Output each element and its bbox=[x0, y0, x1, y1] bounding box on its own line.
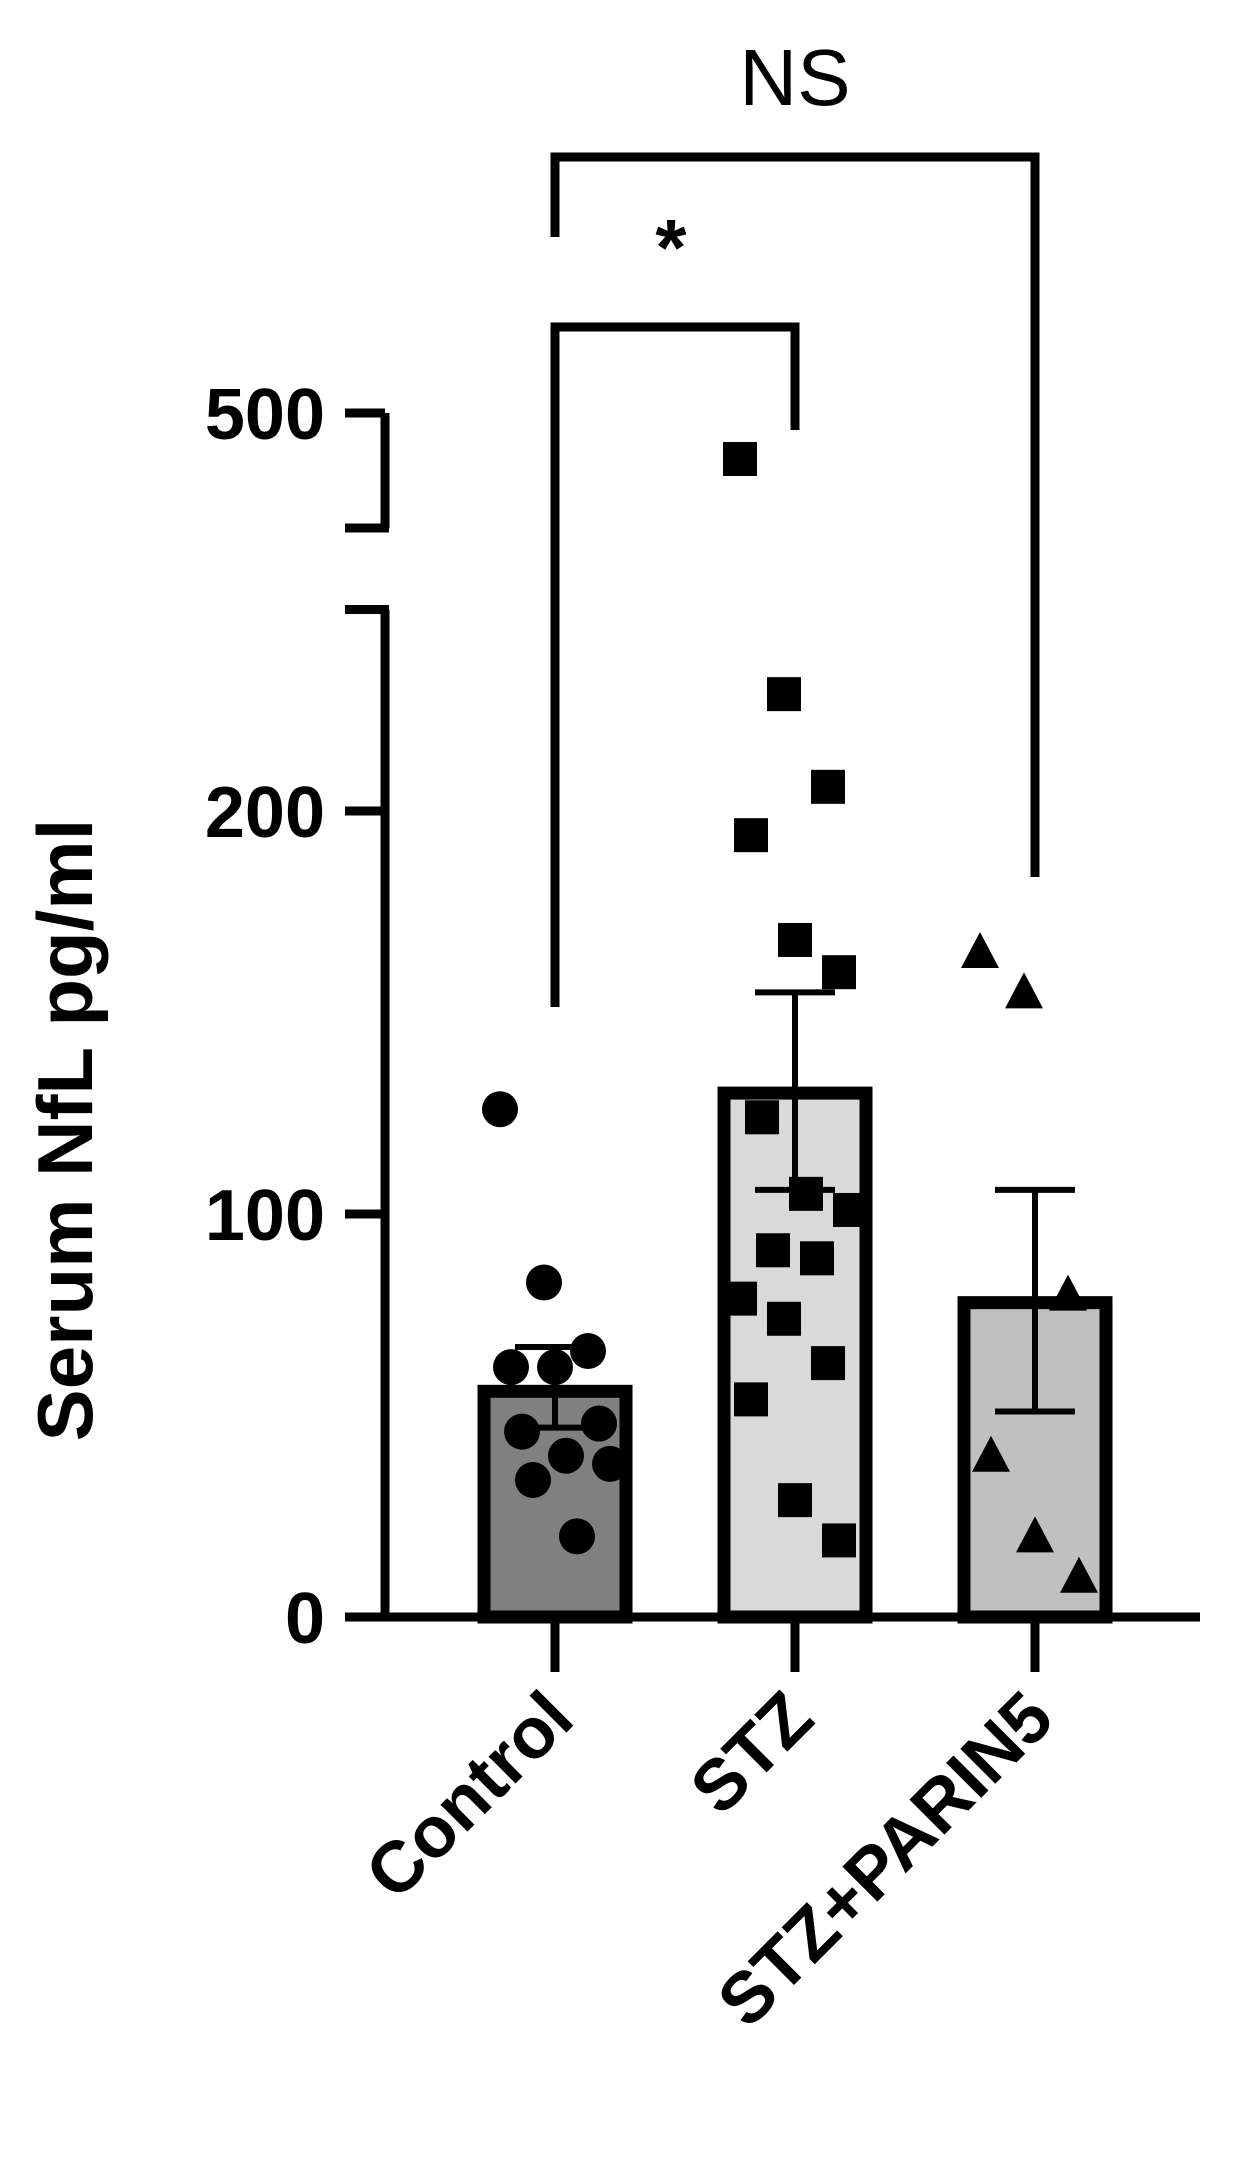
y-axis-title: Serum NfL pg/ml bbox=[21, 819, 109, 1442]
significance-bracket bbox=[550, 152, 1040, 877]
data-point-control bbox=[537, 1349, 573, 1386]
data-point-stz bbox=[767, 1301, 801, 1336]
data-point-stz-parin5 bbox=[1016, 1516, 1054, 1553]
data-point-control bbox=[526, 1264, 562, 1301]
data-point-stz bbox=[734, 1382, 768, 1417]
data-point-control bbox=[548, 1437, 584, 1474]
data-point-control bbox=[559, 1518, 595, 1555]
data-point-stz bbox=[789, 1176, 823, 1211]
data-point-stz-parin5 bbox=[1060, 1556, 1098, 1593]
data-point-stz bbox=[811, 769, 845, 804]
data-point-stz bbox=[723, 1281, 757, 1316]
data-point-control bbox=[515, 1461, 551, 1498]
data-point-stz bbox=[778, 922, 812, 957]
data-point-control bbox=[581, 1405, 617, 1442]
x-tick-label: Control bbox=[351, 1677, 589, 1915]
data-point-stz-parin5 bbox=[1049, 1274, 1087, 1311]
data-point-control bbox=[592, 1445, 628, 1482]
y-tick-label: 500 bbox=[205, 375, 325, 455]
data-point-stz-parin5 bbox=[961, 932, 999, 969]
data-point-stz bbox=[800, 1241, 834, 1276]
data-point-stz bbox=[778, 1483, 812, 1518]
data-point-control bbox=[570, 1333, 606, 1370]
data-points bbox=[482, 442, 1098, 1593]
data-point-stz bbox=[833, 1192, 867, 1227]
significance-label: NS bbox=[739, 33, 850, 122]
data-point-stz bbox=[822, 955, 856, 990]
data-point-stz-parin5 bbox=[1005, 972, 1043, 1009]
data-point-control bbox=[504, 1413, 540, 1450]
data-point-stz bbox=[745, 1100, 779, 1135]
data-point-stz bbox=[756, 1233, 790, 1268]
y-tick-label: 200 bbox=[205, 773, 325, 853]
data-point-control bbox=[482, 1091, 518, 1128]
significance-bracket bbox=[550, 322, 800, 1007]
y-tick-label: 0 bbox=[285, 1579, 325, 1659]
data-point-stz bbox=[723, 442, 757, 476]
y-tick-label: 100 bbox=[205, 1176, 325, 1256]
data-point-stz bbox=[734, 818, 768, 853]
data-point-stz bbox=[811, 1346, 845, 1381]
y-tick-labels: 0 100 200 500 bbox=[205, 375, 325, 1659]
data-point-stz-parin5 bbox=[972, 1435, 1010, 1472]
data-point-stz bbox=[767, 677, 801, 712]
significance-label: * bbox=[655, 203, 687, 292]
x-tick-label: STZ bbox=[676, 1677, 829, 1830]
data-point-stz bbox=[822, 1523, 856, 1558]
significance-brackets: * NS bbox=[550, 33, 1040, 1007]
data-point-control bbox=[493, 1349, 529, 1386]
